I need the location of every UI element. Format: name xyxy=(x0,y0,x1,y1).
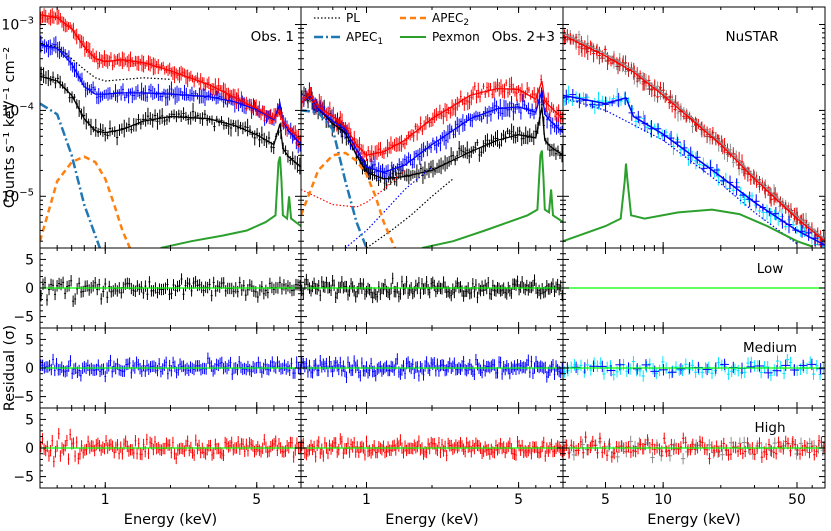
res-obs23-high xyxy=(301,433,563,463)
nustar-high2-data xyxy=(563,33,825,247)
obs1-medium-model xyxy=(40,44,301,146)
nustar-fpmb-data xyxy=(563,29,825,248)
obs1-high-data xyxy=(40,7,301,148)
obs23-low-data xyxy=(301,86,563,191)
nustar-pexmon-line xyxy=(563,163,813,248)
obs1-low-model xyxy=(40,75,301,168)
nustar-fpmb-model xyxy=(563,32,825,240)
obs23-apec1-line xyxy=(301,109,368,248)
nustar-fpma-data xyxy=(563,85,825,248)
obs23-pl-high-line xyxy=(301,169,406,208)
nustar-medium-model xyxy=(563,94,825,246)
obs23-pexmon-line xyxy=(421,150,563,248)
obs1-high-model xyxy=(40,14,301,141)
res-obs1-low xyxy=(40,273,301,307)
obs23-pl-medium-line xyxy=(345,166,433,248)
res-nustar-high xyxy=(563,431,825,465)
obs23-high-data xyxy=(301,74,563,163)
res-obs23-medium xyxy=(301,353,563,384)
obs1-apec1-line xyxy=(40,102,102,248)
res-nustar-fpmb xyxy=(563,435,825,465)
obs23-medium-model xyxy=(301,90,563,174)
obs1-apec2-line xyxy=(40,155,132,248)
obs1-pexmon-line xyxy=(160,156,301,248)
obs23-pl-low-line xyxy=(366,178,454,248)
nustar-high-model xyxy=(563,34,825,242)
obs23-high-model xyxy=(301,80,563,157)
obs1-pl-line xyxy=(40,43,171,82)
obs23-low-model xyxy=(301,94,563,180)
nustar-pl-line xyxy=(563,97,798,245)
obs23-apec2-line xyxy=(301,151,397,248)
